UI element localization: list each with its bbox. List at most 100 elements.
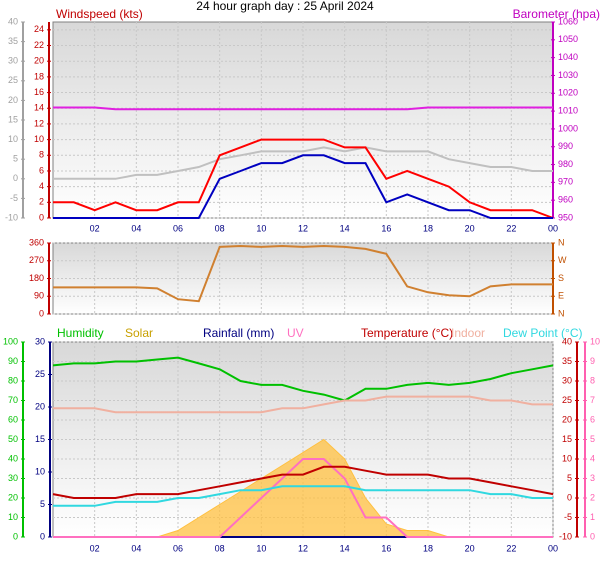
series-line xyxy=(53,395,553,414)
y-tick-label: E xyxy=(558,291,564,301)
y-tick-label: 8 xyxy=(590,375,595,385)
y-tick-label: 10 xyxy=(562,453,572,463)
y-tick-label: 80 xyxy=(8,375,18,385)
y-tick-label: 30 xyxy=(8,56,18,66)
y-tick-label: 16 xyxy=(34,87,44,97)
y-tick-label: 10 xyxy=(8,512,18,522)
y-tick-label: 10 xyxy=(590,336,600,346)
y-tick-label: 6 xyxy=(39,165,44,175)
y-tick-label: 970 xyxy=(558,177,573,187)
x-tick-label: 16 xyxy=(381,543,391,553)
y-tick-label: 15 xyxy=(562,434,572,444)
y-tick-label: 0 xyxy=(39,308,44,318)
y-tick-label: 15 xyxy=(35,434,45,444)
legend-label: Rainfall (mm) xyxy=(203,326,274,340)
x-tick-label: 10 xyxy=(256,543,266,553)
y-tick-label: 1 xyxy=(590,512,595,522)
y-tick-label: 10 xyxy=(8,134,18,144)
x-tick-label: 08 xyxy=(215,223,225,233)
y-tick-label: 2 xyxy=(590,492,595,502)
y-tick-label: 990 xyxy=(558,141,573,151)
y-tick-label: 0 xyxy=(39,212,44,222)
x-tick-label: 00 xyxy=(548,223,558,233)
y-tick-label: 40 xyxy=(8,16,18,26)
series-line xyxy=(53,106,553,111)
y-tick-label: 50 xyxy=(8,434,18,444)
x-tick-label: 16 xyxy=(381,223,391,233)
y-tick-label: 20 xyxy=(34,56,44,66)
y-tick-label: -10 xyxy=(5,212,18,222)
y-tick-label: -5 xyxy=(10,193,18,203)
y-tick-label: 35 xyxy=(562,356,572,366)
y-tick-label: 10 xyxy=(35,466,45,476)
chart-title: 24 hour graph day : 25 April 2024 xyxy=(196,0,374,13)
y-tick-label: 40 xyxy=(562,336,572,346)
y-tick-label: 35 xyxy=(8,36,18,46)
y-tick-label: 25 xyxy=(8,75,18,85)
y-tick-label: 360 xyxy=(29,237,44,247)
y-tick-label: 20 xyxy=(8,95,18,105)
legend-label: UV xyxy=(287,326,304,340)
y-tick-label: 10 xyxy=(34,134,44,144)
y-tick-label: 5 xyxy=(40,499,45,509)
x-tick-label: 22 xyxy=(506,223,516,233)
x-tick-label: 22 xyxy=(506,543,516,553)
y-tick-label: 15 xyxy=(8,114,18,124)
x-tick-label: 12 xyxy=(298,543,308,553)
y-tick-label: 70 xyxy=(8,395,18,405)
x-tick-label: 00 xyxy=(548,543,558,553)
y-tick-label: 1000 xyxy=(558,123,578,133)
x-tick-label: 20 xyxy=(465,223,475,233)
legend-label: Indoor xyxy=(451,326,485,340)
x-tick-label: 18 xyxy=(423,543,433,553)
series-line xyxy=(53,138,554,219)
y-tick-label: 5 xyxy=(567,473,572,483)
y-tick-label: 6 xyxy=(590,414,595,424)
y-tick-label: 12 xyxy=(34,118,44,128)
y-tick-label: 1010 xyxy=(558,105,578,115)
y-tick-label: N xyxy=(558,237,565,247)
y-tick-label: 1030 xyxy=(558,70,578,80)
y-tick-label: 60 xyxy=(8,414,18,424)
x-tick-label: 12 xyxy=(298,223,308,233)
legend-label: Solar xyxy=(125,326,153,340)
y-tick-label: 960 xyxy=(558,195,573,205)
y2-axis-label: Barometer (hpa) xyxy=(513,7,600,21)
y-tick-label: 8 xyxy=(39,150,44,160)
x-tick-label: 18 xyxy=(423,223,433,233)
y-tick-label: 25 xyxy=(35,369,45,379)
y-tick-label: 1060 xyxy=(558,16,578,26)
y-tick-label: 20 xyxy=(562,414,572,424)
y-tick-label: 100 xyxy=(3,336,18,346)
y-tick-label: 4 xyxy=(590,453,595,463)
x-tick-label: 08 xyxy=(215,543,225,553)
y-tick-label: 0 xyxy=(590,531,595,541)
legend-label: Temperature (°C) xyxy=(361,326,453,340)
legend-label: Humidity xyxy=(57,326,104,340)
y-tick-label: 30 xyxy=(35,336,45,346)
y-tick-label: 5 xyxy=(13,154,18,164)
y-tick-label: 90 xyxy=(34,291,44,301)
y-tick-label: 90 xyxy=(8,356,18,366)
x-tick-label: 14 xyxy=(340,543,350,553)
y-tick-label: 20 xyxy=(8,492,18,502)
x-tick-label: 14 xyxy=(340,223,350,233)
series-line xyxy=(52,465,554,499)
series-line xyxy=(53,154,553,219)
series-line xyxy=(53,146,553,180)
y-tick-label: 25 xyxy=(562,395,572,405)
y-tick-label: 14 xyxy=(34,103,44,113)
y-tick-label: 0 xyxy=(567,492,572,502)
y-tick-label: 7 xyxy=(590,395,595,405)
y-tick-label: 0 xyxy=(13,173,18,183)
y-tick-label: 1020 xyxy=(558,88,578,98)
y-tick-label: 30 xyxy=(562,375,572,385)
x-tick-label: 04 xyxy=(131,543,141,553)
y-tick-label: -5 xyxy=(564,512,572,522)
y-tick-label: 2 xyxy=(39,197,44,207)
x-tick-label: 02 xyxy=(90,543,100,553)
y-tick-label: 9 xyxy=(590,356,595,366)
y-tick-label: 4 xyxy=(39,181,44,191)
series-line xyxy=(53,244,553,303)
